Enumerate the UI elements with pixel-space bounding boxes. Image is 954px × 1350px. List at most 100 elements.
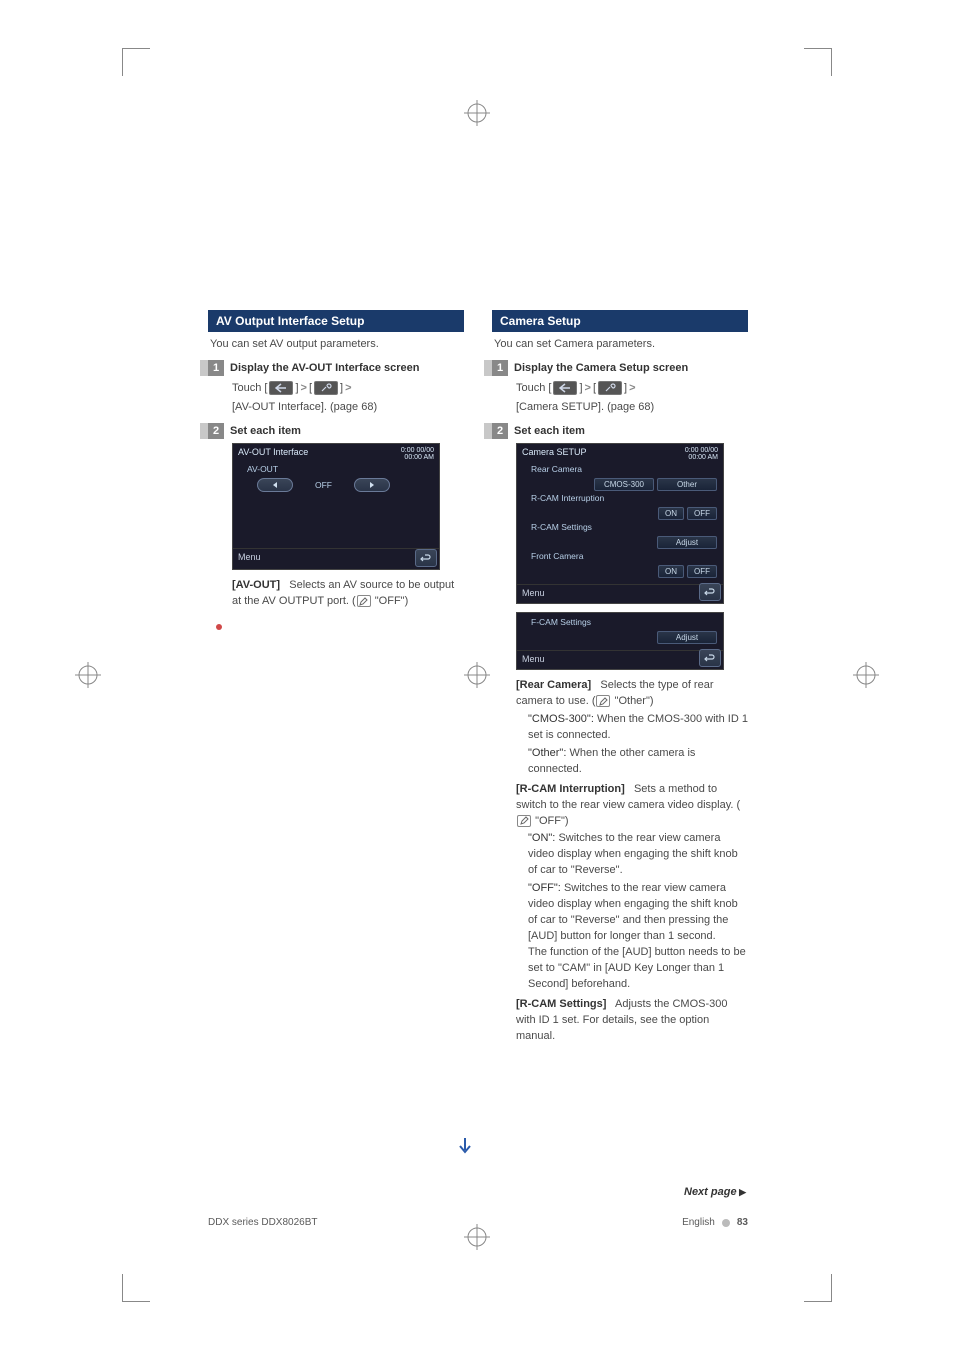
left-column: AV Output Interface Setup You can set AV… — [208, 310, 464, 1045]
option-desc: Switches to the rear view camera video d… — [528, 832, 738, 876]
return-icon[interactable] — [699, 649, 721, 667]
right-arrow-button[interactable] — [354, 478, 390, 492]
camera-screenshot-1: Camera SETUP 0:00 00/00 00:00 AM Rear Ca… — [516, 443, 724, 604]
clock-time: 00:00 AM — [404, 454, 434, 461]
item-term: [Rear Camera] — [516, 679, 591, 691]
rcam-settings-item: [R-CAM Settings] Adjusts the CMOS-300 wi… — [516, 997, 748, 1045]
footer-left: DDX series DDX8026BT — [208, 1217, 317, 1228]
ss-row-label: F-CAM Settings — [531, 617, 723, 627]
step-title: Set each item — [514, 425, 585, 437]
default-value: "OFF") — [535, 815, 568, 827]
section-header-camera: Camera Setup — [492, 310, 748, 332]
item-term: [AV-OUT] — [232, 579, 280, 591]
return-icon[interactable] — [699, 583, 721, 601]
option-label: "CMOS-300": — [528, 713, 594, 725]
step-1: 1 Display the Camera Setup screen — [492, 360, 748, 376]
back-arrow-icon — [553, 381, 577, 395]
step-number: 2 — [208, 423, 224, 439]
text: ] — [340, 380, 343, 397]
chevron-icon: > — [345, 380, 351, 397]
ss-value: OFF — [315, 480, 332, 490]
camera-screenshot-2: F-CAM Settings Adjust Menu — [516, 612, 724, 670]
ss-row-label: Front Camera — [531, 551, 723, 561]
ss-clock: 0:00 00/00 00:00 AM — [401, 447, 434, 461]
pencil-icon — [596, 695, 610, 707]
dot-separator-icon — [722, 1219, 730, 1227]
red-dot-marker — [228, 624, 464, 630]
crop-mark — [804, 48, 832, 76]
page-footer: DDX series DDX8026BT English 83 — [208, 1217, 748, 1228]
registration-mark — [464, 100, 490, 126]
step-number: 1 — [492, 360, 508, 376]
ss-menu[interactable]: Menu — [517, 650, 723, 667]
ss-row-label: Rear Camera — [531, 464, 723, 474]
off-button[interactable]: OFF — [687, 507, 717, 520]
registration-mark — [75, 662, 101, 688]
right-column: Camera Setup You can set Camera paramete… — [492, 310, 748, 1045]
text: [Camera SETUP]. (page 68) — [516, 399, 654, 416]
text: [AV-OUT Interface]. (page 68) — [232, 399, 377, 416]
left-arrow-button[interactable] — [257, 478, 293, 492]
clock-time: 00:00 AM — [688, 454, 718, 461]
section-header-avout: AV Output Interface Setup — [208, 310, 464, 332]
step-number: 2 — [492, 423, 508, 439]
touch-instruction: Touch [ ] > [ ] > [AV-OUT Interface]. (p… — [232, 380, 464, 415]
item-term: [R-CAM Settings] — [516, 998, 606, 1010]
rcam-interruption-item: [R-CAM Interruption] Sets a method to sw… — [516, 782, 748, 993]
chevron-icon: > — [629, 380, 635, 397]
default-value: "Other") — [615, 695, 654, 707]
clock-date: 0:00 00/00 — [401, 447, 434, 454]
option-label: "ON": — [528, 832, 555, 844]
text: Touch [ — [516, 380, 551, 397]
other-button[interactable]: Other — [657, 478, 717, 491]
wrench-icon — [598, 381, 622, 395]
clock-date: 0:00 00/00 — [685, 447, 718, 454]
ss-menu[interactable]: Menu — [233, 548, 439, 565]
on-button[interactable]: ON — [658, 507, 684, 520]
step-title: Display the AV-OUT Interface screen — [230, 362, 420, 374]
off-button[interactable]: OFF — [687, 565, 717, 578]
touch-instruction: Touch [ ] > [ ] > [Camera SETUP]. (page … — [516, 380, 748, 415]
ss-menu[interactable]: Menu — [517, 584, 723, 601]
option-desc-2: The function of the [AUD] button needs t… — [528, 945, 748, 993]
step-1: 1 Display the AV-OUT Interface screen — [208, 360, 464, 376]
back-arrow-icon — [269, 381, 293, 395]
footer-lang: English — [682, 1217, 715, 1228]
text: [ — [309, 380, 312, 397]
chevron-icon: > — [301, 380, 307, 397]
text: ] — [295, 380, 298, 397]
ss-row-label: R-CAM Settings — [531, 522, 723, 532]
on-button[interactable]: ON — [658, 565, 684, 578]
ss-title: AV-OUT Interface — [238, 447, 308, 461]
option-label: "OFF": — [528, 882, 561, 894]
registration-mark — [853, 662, 879, 688]
step-2: 2 Set each item — [208, 423, 464, 439]
ss-row-label: R-CAM Interruption — [531, 493, 723, 503]
page-number: 83 — [737, 1217, 748, 1228]
item-description: [AV-OUT] Selects an AV source to be outp… — [232, 578, 464, 610]
adjust-button[interactable]: Adjust — [657, 631, 717, 644]
ss-title: Camera SETUP — [522, 447, 587, 461]
text: [ — [593, 380, 596, 397]
text: ] — [624, 380, 627, 397]
return-icon[interactable] — [415, 549, 437, 567]
intro-text: You can set Camera parameters. — [494, 338, 748, 350]
step-title: Display the Camera Setup screen — [514, 362, 688, 374]
avout-screenshot: AV-OUT Interface 0:00 00/00 00:00 AM AV-… — [232, 443, 440, 570]
option-label: "Other": — [528, 747, 566, 759]
wrench-icon — [314, 381, 338, 395]
default-value: "OFF") — [375, 595, 408, 607]
step-2: 2 Set each item — [492, 423, 748, 439]
ss-clock: 0:00 00/00 00:00 AM — [685, 447, 718, 461]
text: ] — [579, 380, 582, 397]
pencil-icon — [357, 595, 371, 607]
rear-camera-item: [Rear Camera] Selects the type of rear c… — [516, 678, 748, 778]
adjust-button[interactable]: Adjust — [657, 536, 717, 549]
crop-mark — [122, 1274, 150, 1302]
cmos300-button[interactable]: CMOS-300 — [594, 478, 654, 491]
chevron-icon: > — [585, 380, 591, 397]
text: Touch [ — [232, 380, 267, 397]
crop-mark — [804, 1274, 832, 1302]
intro-text: You can set AV output parameters. — [210, 338, 464, 350]
step-title: Set each item — [230, 425, 301, 437]
